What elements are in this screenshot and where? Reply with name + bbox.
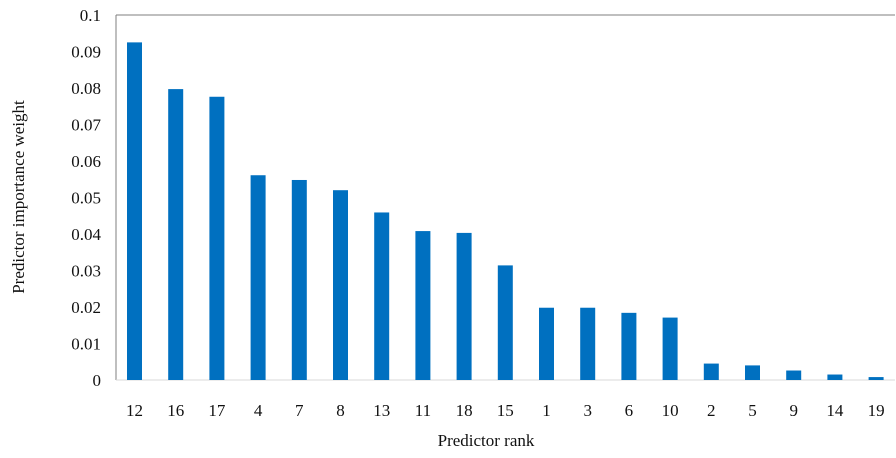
bar-11 [415,231,431,380]
y-tick-label: 0.08 [71,79,101,98]
bar-13 [374,212,390,380]
x-tick-label: 18 [456,401,473,420]
x-tick-label: 4 [254,401,263,420]
bar-7 [291,179,307,380]
bar-17 [209,96,225,380]
y-tick-label: 0 [93,371,102,390]
y-tick-label: 0.09 [71,43,101,62]
y-tick-label: 0.05 [71,189,101,208]
bar-8 [333,190,348,380]
y-tick-label: 0.01 [71,335,101,354]
bar-9 [786,370,802,380]
x-tick-label: 19 [868,401,885,420]
x-tick-label: 5 [748,401,757,420]
bar-6 [621,312,637,380]
bar-5 [745,365,760,380]
bar-14 [827,374,843,380]
x-tick-label: 7 [295,401,304,420]
bar-4 [250,175,266,380]
bar-2 [703,363,719,380]
bar-18 [456,232,472,380]
bar-1 [539,307,554,380]
x-tick-label: 15 [497,401,514,420]
x-tick-label: 2 [707,401,716,420]
x-tick-label: 9 [789,401,798,420]
x-tick-label: 10 [662,401,679,420]
x-tick-label: 12 [126,401,143,420]
x-tick-label: 6 [625,401,634,420]
x-tick-label: 13 [373,401,390,420]
y-tick-label: 0.06 [71,152,101,171]
bar-3 [580,307,596,380]
bar-12 [127,42,142,380]
y-axis-title: Predictor importance weight [9,100,28,294]
x-tick-label: 11 [415,401,431,420]
x-axis-ticks: 12 16 17 4 7 8 13 11 18 15 1 3 6 10 2 5 9 14 19 [126,401,885,420]
x-tick-label: 8 [336,401,345,420]
y-tick-label: 0.1 [80,6,101,25]
y-axis-ticks: 0 0.01 0.02 0.03 0.04 0.05 0.06 0.07 0.08 0.09 0.1 [71,6,101,390]
bar-series [127,42,884,380]
bar-10 [662,317,678,380]
bar-16 [168,89,184,380]
bar-15 [497,265,513,380]
x-axis-title: Predictor rank [438,431,535,450]
y-tick-label: 0.04 [71,225,101,244]
x-tick-label: 1 [542,401,551,420]
x-tick-label: 17 [208,401,226,420]
x-tick-label: 16 [167,401,184,420]
x-tick-label: 3 [583,401,592,420]
x-tick-label: 14 [826,401,844,420]
y-tick-label: 0.02 [71,298,101,317]
bar-19 [868,377,884,380]
y-tick-label: 0.03 [71,262,101,281]
y-tick-label: 0.07 [71,116,101,135]
